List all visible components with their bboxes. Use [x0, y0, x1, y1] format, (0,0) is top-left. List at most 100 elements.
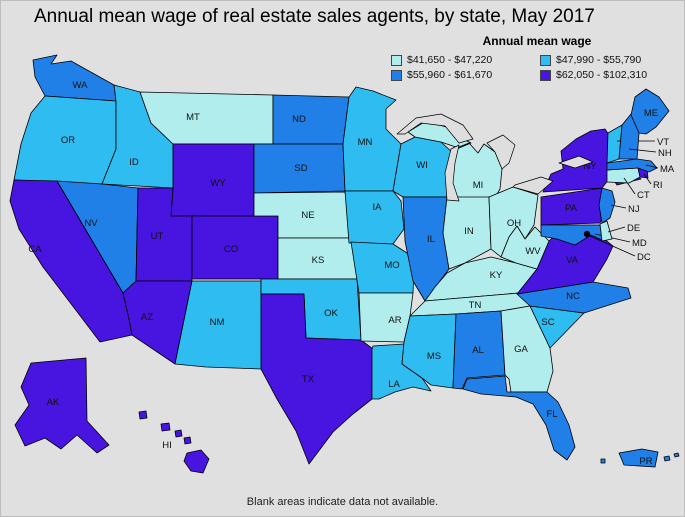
state-label-NJ: NJ — [628, 204, 640, 215]
state-HI — [138, 410, 210, 474]
state-IA — [344, 190, 405, 245]
state-label-NH: NH — [658, 148, 672, 159]
state-label-MT: MT — [186, 112, 200, 123]
state-label-HI: HI — [162, 440, 172, 451]
state-label-LA: LA — [388, 379, 400, 390]
state-label-MO: MO — [384, 260, 399, 271]
state-MO — [350, 241, 415, 294]
state-label-MA: MA — [660, 164, 675, 175]
state-label-RI: RI — [653, 180, 663, 191]
state-label-KS: KS — [312, 255, 325, 266]
state-label-IA: IA — [373, 202, 383, 213]
leader-line-DC — [589, 235, 636, 257]
state-WA — [32, 54, 117, 102]
lake-superior — [396, 113, 474, 144]
state-ME — [630, 88, 670, 135]
state-ND — [272, 94, 350, 145]
lake-michigan — [444, 144, 460, 202]
leader-line-MD — [594, 233, 631, 243]
legend-swatch-bin3 — [391, 69, 402, 81]
state-label-OK: OK — [324, 308, 338, 319]
state-label-KY: KY — [490, 270, 503, 281]
state-label-WV: WV — [525, 246, 541, 257]
state-label-MI: MI — [473, 180, 484, 191]
state-label-TX: TX — [302, 374, 315, 385]
lake-erie — [512, 176, 554, 195]
state-DC — [583, 230, 591, 238]
state-label-ID: ID — [129, 157, 139, 168]
leader-line-NH — [628, 148, 657, 153]
state-label-IN: IN — [464, 226, 474, 237]
state-TX — [260, 293, 374, 465]
legend-swatch-bin1 — [391, 54, 402, 66]
state-MA — [606, 158, 658, 173]
state-label-DE: DE — [627, 223, 640, 234]
leader-line-DE — [607, 226, 626, 233]
state-label-CO: CO — [224, 244, 238, 255]
state-WV — [500, 225, 550, 270]
leader-line-RI — [643, 173, 652, 185]
state-label-DC: DC — [637, 252, 651, 263]
state-label-SD: SD — [294, 163, 307, 174]
state-label-VA: VA — [566, 255, 579, 266]
state-label-NV: NV — [84, 218, 98, 229]
state-FL — [462, 375, 576, 461]
leader-line-NJ — [610, 204, 627, 209]
legend-item: $47,990 - $55,790 — [540, 54, 683, 66]
state-label-WY: WY — [210, 178, 226, 189]
state-label-ND: ND — [292, 114, 306, 125]
legend-swatch-bin4 — [540, 69, 551, 81]
state-NM — [174, 280, 262, 370]
state-AK — [14, 357, 110, 454]
state-NJ — [598, 187, 616, 224]
state-label-PA: PA — [565, 203, 578, 214]
legend-title: Annual mean wage — [482, 34, 592, 48]
state-label-NM: NM — [210, 317, 225, 328]
state-label-NE: NE — [301, 210, 314, 221]
legend-item: $41,650 - $47,220 — [391, 54, 534, 66]
page-title: Annual mean wage of real estate sales ag… — [34, 6, 595, 27]
state-MN — [342, 86, 402, 192]
state-label-CT: CT — [637, 190, 650, 201]
state-label-MS: MS — [427, 351, 441, 362]
state-label-OR: OR — [61, 135, 75, 146]
leader-line-CT — [623, 177, 636, 195]
state-label-AR: AR — [388, 315, 401, 326]
state-label-WA: WA — [73, 80, 89, 91]
state-label-VT: VT — [657, 137, 669, 148]
leader-line-MA — [645, 164, 659, 169]
footer-note: Blank areas indicate data not available. — [246, 496, 439, 508]
legend-item: $62,050 - $102,310 — [540, 69, 683, 81]
state-label-FL: FL — [546, 409, 557, 420]
state-label-IL: IL — [427, 234, 435, 245]
legend-label-bin3: $55,960 - $61,670 — [407, 69, 493, 81]
legend-swatch-bin2 — [540, 54, 551, 66]
state-label-NC: NC — [566, 291, 580, 302]
state-label-ME: ME — [644, 108, 658, 119]
state-label-AK: AK — [47, 397, 60, 408]
legend-item: $55,960 - $61,670 — [391, 69, 534, 81]
legend-label-bin1: $41,650 - $47,220 — [407, 54, 493, 66]
state-label-GA: GA — [514, 344, 528, 355]
state-label-SC: SC — [541, 317, 554, 328]
legend-label-bin2: $47,990 - $55,790 — [556, 54, 642, 66]
state-AR — [358, 292, 414, 343]
state-label-OH: OH — [507, 218, 521, 229]
lake-ontario — [558, 155, 594, 169]
legend-grid: $41,650 - $47,220 $47,990 - $55,790 $55,… — [391, 54, 683, 81]
state-label-AL: AL — [472, 345, 484, 356]
state-label-UT: UT — [151, 231, 164, 242]
state-label-TN: TN — [469, 300, 482, 311]
state-NH — [618, 113, 640, 160]
state-label-CA: CA — [28, 244, 42, 255]
legend: Annual mean wage $41,650 - $47,220 $47,9… — [391, 34, 683, 81]
state-label-MN: MN — [358, 137, 373, 148]
state-label-MD: MD — [632, 238, 647, 249]
state-label-AZ: AZ — [141, 312, 153, 323]
state-label-PR: PR — [639, 456, 652, 467]
lake-huron — [486, 134, 516, 170]
state-DE — [599, 220, 613, 242]
legend-label-bin4: $62,050 - $102,310 — [556, 69, 648, 81]
